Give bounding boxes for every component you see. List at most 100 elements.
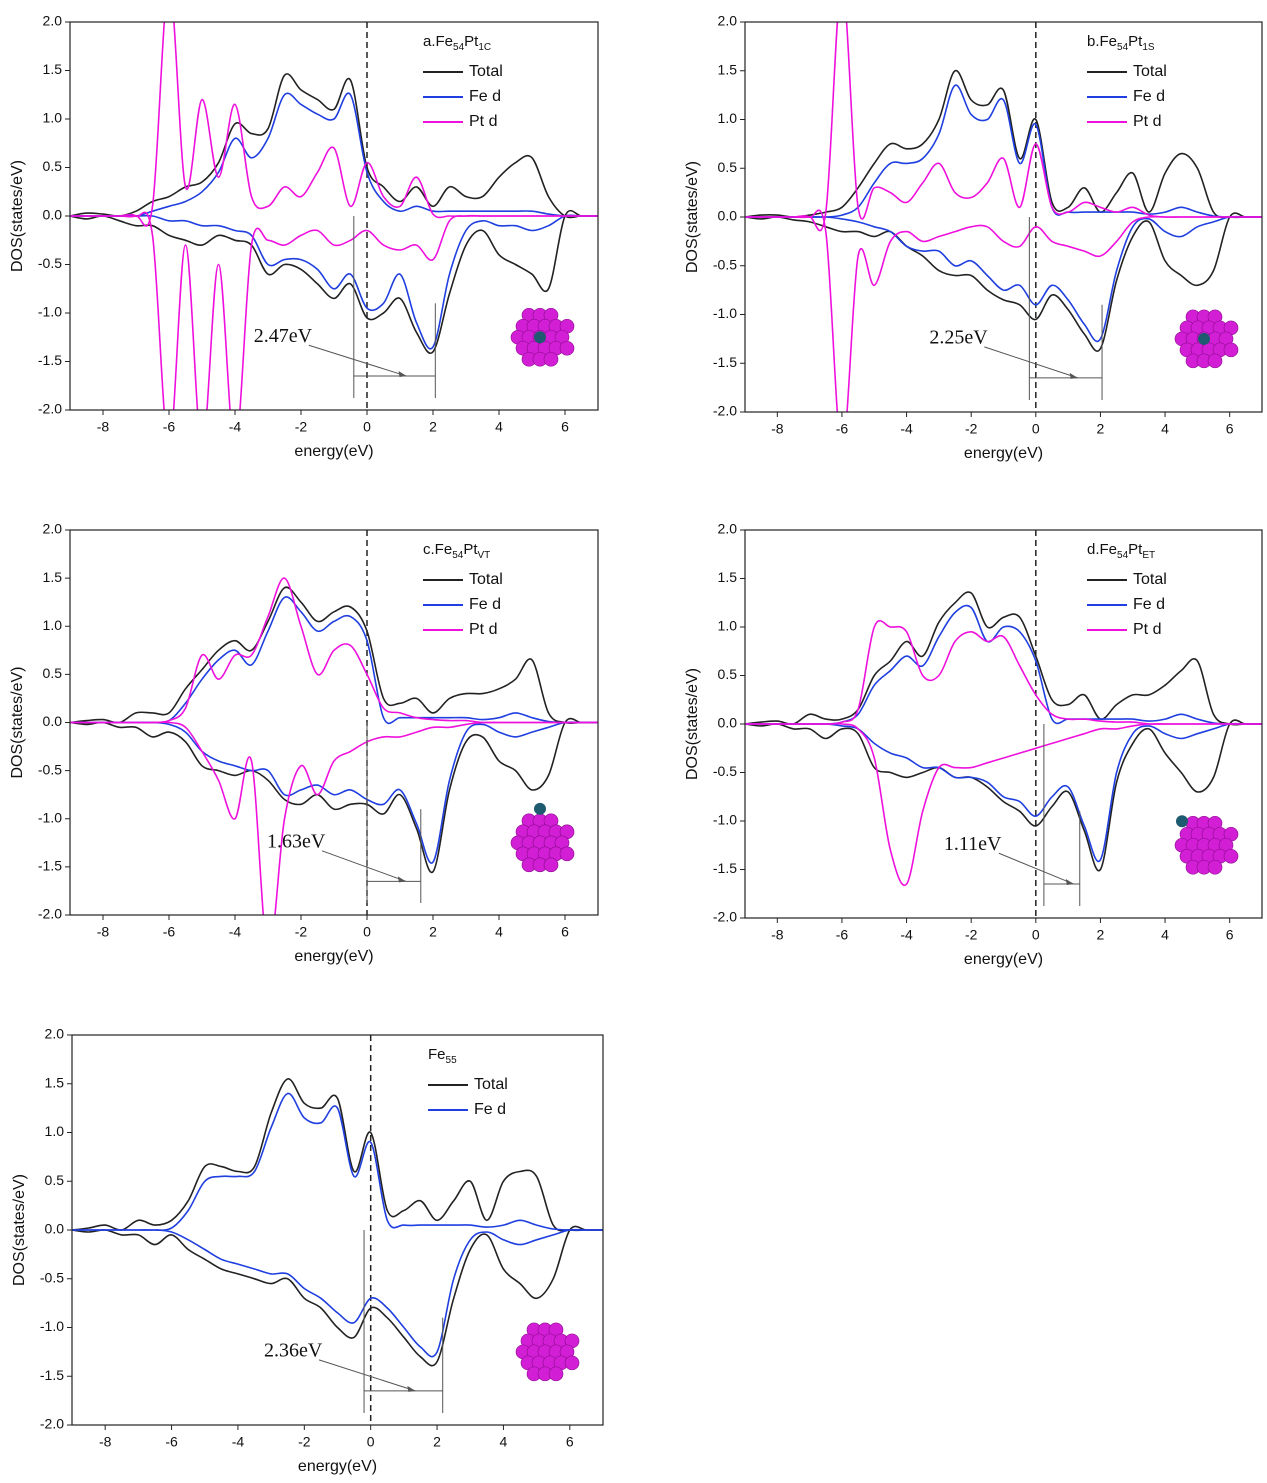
atom-pt: [1176, 815, 1188, 827]
plot-area: [70, 0, 598, 449]
y-axis-label: DOS(states/eV): [684, 161, 701, 273]
x-tick-label: 2: [1097, 927, 1105, 943]
panel: -8-6-4-20246-2.0-1.5-1.0-0.50.00.51.01.5…: [9, 521, 598, 966]
title-subscript: 55: [446, 1055, 458, 1066]
dos-line: [745, 592, 1262, 725]
y-tick-label: -0.5: [713, 763, 737, 779]
legend-label: Total: [1133, 63, 1167, 80]
title-part: d.Fe: [1087, 541, 1117, 558]
y-tick-label: -1.5: [38, 858, 62, 874]
x-tick-label: -4: [900, 927, 913, 943]
gap-arrow: [999, 853, 1074, 884]
dos-line: [745, 0, 1262, 231]
y-tick-label: -2.0: [713, 403, 737, 419]
cluster-icon: [511, 308, 574, 366]
title-part: b.Fe: [1087, 33, 1117, 50]
y-tick-label: 0.0: [43, 207, 63, 223]
title-subscript: 1C: [478, 42, 491, 53]
gap-arrowhead: [1066, 879, 1074, 885]
title-subscript: 54: [1117, 42, 1129, 53]
y-tick-label: 2.0: [43, 13, 63, 29]
y-tick-label: 0.0: [45, 1221, 65, 1237]
dos-line: [70, 93, 598, 216]
y-tick-label: 1.5: [43, 61, 63, 77]
x-axis-label: energy(eV): [294, 948, 373, 965]
dos-line: [70, 74, 598, 218]
x-axis-label: energy(eV): [964, 445, 1043, 462]
x-tick-label: 4: [1161, 421, 1169, 437]
x-tick-label: -8: [99, 1434, 112, 1450]
gap-arrowhead: [399, 371, 407, 377]
plot-area: [70, 578, 598, 954]
y-tick-label: 1.5: [43, 569, 63, 585]
legend-label: Pt d: [1133, 113, 1161, 130]
dos-line: [70, 587, 598, 723]
y-tick-label: 1.0: [718, 110, 738, 126]
panel-title: a.Fe54Pt1C: [423, 33, 491, 53]
gap-arrowhead: [398, 876, 406, 882]
y-tick-label: 2.0: [43, 521, 63, 537]
x-tick-label: -6: [163, 419, 176, 435]
x-axis-label: energy(eV): [964, 951, 1043, 968]
x-tick-label: 0: [363, 419, 371, 435]
gap-arrow: [319, 1360, 415, 1391]
y-tick-label: -1.5: [713, 860, 737, 876]
dos-line: [745, 71, 1262, 218]
y-tick-label: -0.5: [713, 256, 737, 272]
title-part: Pt: [463, 541, 478, 558]
title-subscript: ET: [1142, 550, 1155, 561]
dos-line: [745, 621, 1262, 724]
legend-label: Fe d: [1133, 88, 1165, 105]
x-tick-label: 6: [1226, 421, 1234, 437]
y-tick-label: -2.0: [713, 909, 737, 925]
gap-label: 1.11eV: [944, 833, 1002, 855]
legend-label: Total: [469, 571, 503, 588]
x-tick-label: 0: [363, 924, 371, 940]
gap-label: 1.63eV: [267, 830, 326, 852]
x-tick-label: 6: [561, 419, 569, 435]
atom-pt: [1198, 333, 1210, 345]
x-tick-label: 6: [1226, 927, 1234, 943]
legend-label: Pt d: [469, 113, 497, 130]
x-axis-label: energy(eV): [298, 1458, 377, 1475]
figure: -8 -6 -4 -2 0 2 4 6 -2.0 -1.5 -1.0 -0.5 0.0 0.5 1.0 1.5…: [0, 0, 1267, 1483]
title-subscript: 1S: [1142, 42, 1155, 53]
title-part: Pt: [1128, 541, 1143, 558]
x-tick-label: 0: [1032, 927, 1040, 943]
atom: [1224, 849, 1238, 863]
page: -8 -6 -4 -2 0 2 4 6 -2.0 -1.5 -1.0 -0.5 0.0 0.5 1.0 1.5…: [0, 0, 1267, 1483]
atom: [560, 341, 574, 355]
cluster-icon: [1175, 310, 1238, 368]
y-tick-label: 1.0: [43, 110, 63, 126]
x-tick-label: -2: [295, 419, 308, 435]
x-tick-label: -2: [965, 927, 978, 943]
atom: [565, 1356, 579, 1370]
atom-pt: [534, 803, 546, 815]
dos-line: [70, 597, 598, 724]
y-tick-label: -1.0: [38, 809, 62, 825]
title-part: Fe: [428, 1046, 446, 1063]
gap-arrow: [984, 347, 1077, 378]
legend-label: Total: [474, 1076, 508, 1093]
x-tick-label: -4: [229, 419, 242, 435]
cluster-icon: [511, 803, 574, 872]
legend-label: Fe d: [469, 88, 501, 105]
y-tick-label: 2.0: [718, 521, 738, 537]
x-tick-label: 4: [500, 1434, 508, 1450]
panel-title: c.Fe54PtVT: [423, 541, 490, 561]
plot-area: [72, 1079, 603, 1366]
x-tick-label: -4: [900, 421, 913, 437]
title-part: Pt: [1128, 33, 1143, 50]
y-tick-label: 0.0: [718, 208, 738, 224]
legend-label: Fe d: [469, 596, 501, 613]
atom: [1208, 860, 1222, 874]
panel-title: d.Fe54PtET: [1087, 541, 1155, 561]
dos-line: [72, 1093, 603, 1230]
y-tick-label: 0.5: [718, 666, 738, 682]
x-tick-label: -6: [165, 1434, 178, 1450]
y-tick-label: 0.5: [43, 158, 63, 174]
panel: -8-6-4-20246-2.0-1.5-1.0-0.50.00.51.01.5…: [11, 1026, 603, 1476]
legend-label: Pt d: [469, 621, 497, 638]
atom: [544, 352, 558, 366]
